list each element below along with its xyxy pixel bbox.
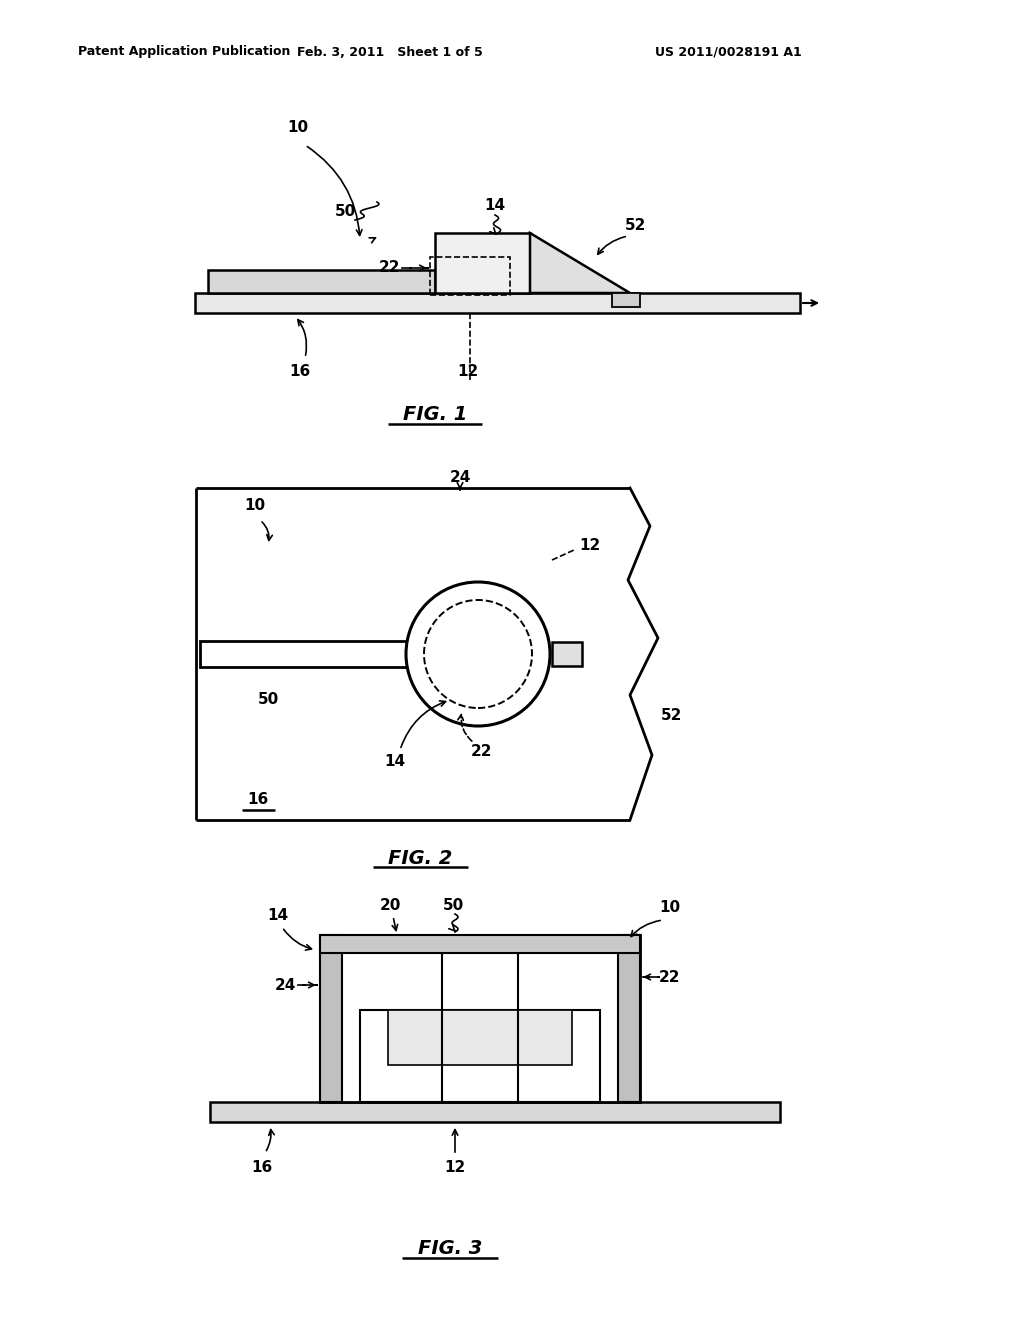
Text: US 2011/0028191 A1: US 2011/0028191 A1 xyxy=(655,45,802,58)
Bar xyxy=(200,642,449,667)
Text: 20: 20 xyxy=(379,898,400,912)
Text: 12: 12 xyxy=(580,537,601,553)
Text: 14: 14 xyxy=(267,908,289,923)
Text: Patent Application Publication: Patent Application Publication xyxy=(78,45,291,58)
Text: Feb. 3, 2011   Sheet 1 of 5: Feb. 3, 2011 Sheet 1 of 5 xyxy=(297,45,483,58)
Text: 10: 10 xyxy=(245,499,265,513)
Bar xyxy=(552,642,582,667)
Text: FIG. 2: FIG. 2 xyxy=(388,849,453,867)
Text: 10: 10 xyxy=(659,900,681,916)
Text: 24: 24 xyxy=(274,978,296,993)
Text: 14: 14 xyxy=(484,198,506,214)
Text: 50: 50 xyxy=(257,693,279,708)
Bar xyxy=(195,293,800,313)
Bar xyxy=(435,234,530,293)
Text: 50: 50 xyxy=(335,205,355,219)
Polygon shape xyxy=(612,293,640,308)
Text: 50: 50 xyxy=(442,898,464,912)
Text: FIG. 3: FIG. 3 xyxy=(418,1238,482,1258)
Text: 10: 10 xyxy=(288,120,308,136)
Text: 16: 16 xyxy=(290,364,310,380)
Text: FIG. 1: FIG. 1 xyxy=(402,405,467,425)
Bar xyxy=(210,1102,780,1122)
Text: 14: 14 xyxy=(384,755,406,770)
Circle shape xyxy=(406,582,550,726)
Bar xyxy=(388,1010,572,1065)
Text: 12: 12 xyxy=(444,1160,466,1176)
Bar xyxy=(319,935,640,1102)
Text: 24: 24 xyxy=(450,470,471,484)
Bar xyxy=(360,1010,600,1102)
Bar xyxy=(208,271,435,293)
Bar xyxy=(319,935,640,953)
Text: 52: 52 xyxy=(625,218,646,232)
Text: 16: 16 xyxy=(248,792,268,808)
Text: 22: 22 xyxy=(659,969,681,985)
Bar xyxy=(319,935,342,1102)
Text: 16: 16 xyxy=(251,1160,272,1176)
Text: 22: 22 xyxy=(379,260,400,276)
Polygon shape xyxy=(530,234,630,293)
Bar xyxy=(430,257,510,294)
Text: 52: 52 xyxy=(662,709,683,723)
Text: 12: 12 xyxy=(458,364,478,380)
Text: 22: 22 xyxy=(471,744,493,759)
Bar xyxy=(618,935,640,1102)
